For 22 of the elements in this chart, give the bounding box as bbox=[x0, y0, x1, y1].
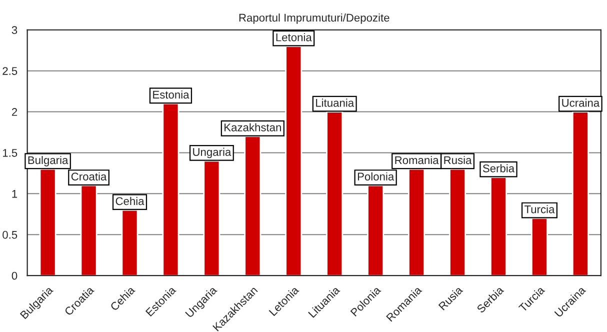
annotation: Estonia bbox=[153, 90, 190, 99]
annotation: Ucraina bbox=[562, 98, 600, 107]
annotation: Cehia bbox=[116, 196, 144, 206]
annotation: Bulgaria bbox=[28, 156, 68, 166]
annotation: Rusia bbox=[444, 156, 472, 164]
annotation: Serbia bbox=[482, 164, 515, 172]
y-tick-label: 0 bbox=[12, 272, 18, 280]
annotation: Kazakhstan bbox=[224, 123, 281, 132]
y-tick-label: 1 bbox=[12, 190, 18, 198]
annotation: Polonia bbox=[358, 172, 394, 181]
y-tick-label: 2 bbox=[12, 108, 18, 116]
y-tick-label: 2.5 bbox=[2, 67, 18, 75]
annotation: Turcia bbox=[524, 205, 555, 214]
y-tick-label: 3 bbox=[12, 26, 18, 34]
annotation: Romania bbox=[395, 156, 439, 164]
annotation: Croatia bbox=[71, 172, 107, 181]
y-tick-label: 0.5 bbox=[2, 230, 18, 239]
annotation: Lituania bbox=[316, 98, 354, 107]
chart-title: Raportul Imprumuturi/Depozite bbox=[239, 13, 390, 24]
annotation: Ungaria bbox=[193, 148, 232, 158]
y-tick-label: 1.5 bbox=[2, 149, 18, 157]
annotation: Letonia bbox=[276, 33, 312, 42]
